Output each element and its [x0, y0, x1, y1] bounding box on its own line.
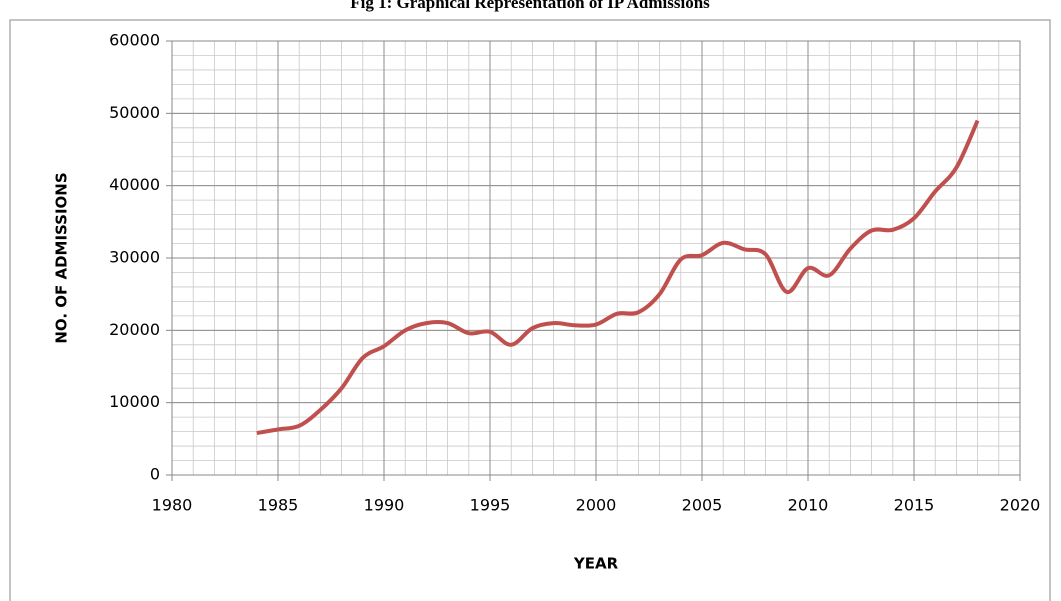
- plot-border: [171, 40, 1021, 476]
- x-tick-label: 2020: [1000, 496, 1041, 515]
- x-tick-label: 2005: [682, 496, 723, 515]
- x-tick-label: 1980: [152, 496, 193, 515]
- x-tick-label: 2010: [788, 496, 829, 515]
- y-tick-label: 60000: [109, 31, 160, 50]
- chart-title: Fig 1: Graphical Representation of IP Ad…: [350, 0, 710, 12]
- data-line: [256, 119, 980, 436]
- y-axis-title: NO. OF ADMISSIONS: [53, 172, 71, 343]
- y-tick-label: 50000: [109, 103, 160, 122]
- y-tick-label: 40000: [109, 175, 160, 194]
- x-tick-label: 1985: [258, 496, 299, 515]
- y-tick-label: 30000: [109, 248, 160, 267]
- x-tick-label: 2015: [894, 496, 935, 515]
- y-tick-label: 20000: [109, 320, 160, 339]
- x-tick-label: 2000: [576, 496, 617, 515]
- x-axis-title: YEAR: [573, 555, 619, 573]
- x-tick-label: 1990: [364, 496, 405, 515]
- chart-border: [9, 19, 1051, 601]
- y-tick-label: 0: [150, 465, 160, 484]
- x-tick-label: 1995: [470, 496, 511, 515]
- y-tick-label: 10000: [109, 392, 160, 411]
